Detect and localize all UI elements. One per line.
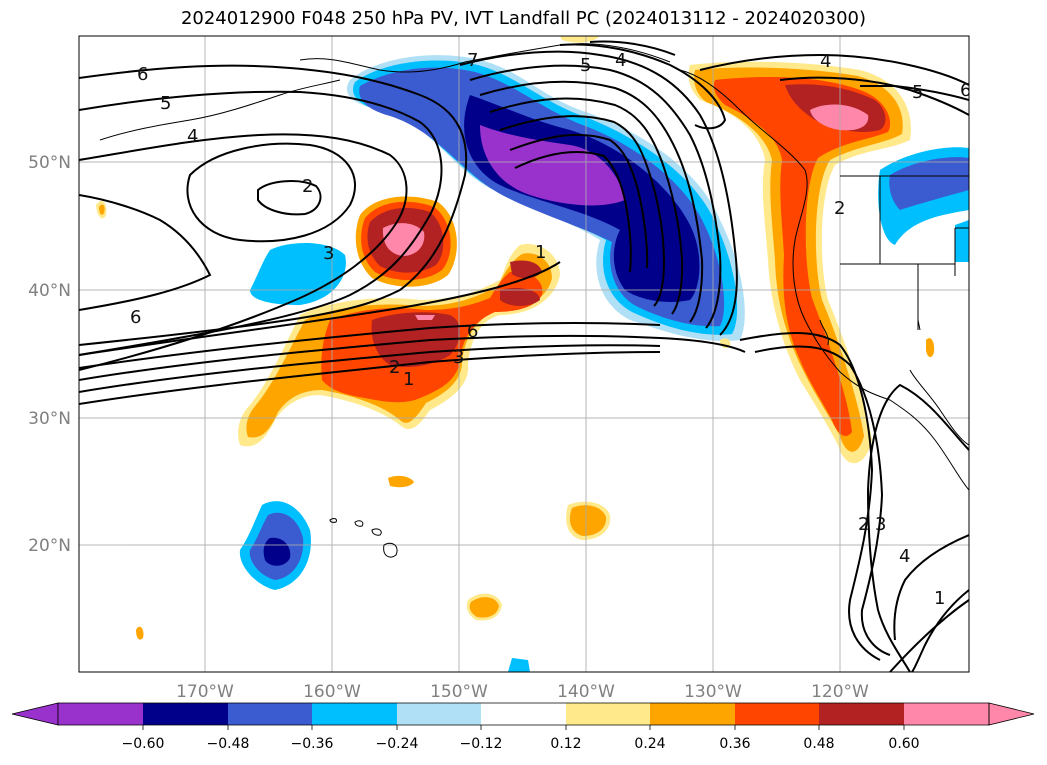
- contour-label: 2: [389, 357, 400, 378]
- lat-label-50n: 50°N: [28, 153, 71, 173]
- colorbar-segment: [312, 703, 397, 725]
- latitude-labels: 50°N 40°N 30°N 20°N: [28, 153, 71, 556]
- colorbar-segment: [228, 703, 312, 725]
- longitude-labels: 170°W 160°W 150°W 140°W 130°W 120°W: [176, 682, 869, 702]
- contour-label: 2: [302, 176, 313, 197]
- contour-label: 4: [820, 51, 831, 72]
- colorbar-segment: [397, 703, 481, 725]
- contour-label: 5: [912, 82, 923, 103]
- contour-label: 5: [160, 93, 171, 114]
- lat-label-40n: 40°N: [28, 281, 71, 301]
- colorbar-segment: [650, 703, 735, 725]
- lon-label-120w: 120°W: [811, 682, 869, 702]
- colorbar-segment: [481, 703, 566, 725]
- colorbar-extend-right: [988, 702, 1035, 726]
- contour-label: 6: [960, 80, 971, 101]
- colorbar-outline: [57, 702, 990, 726]
- contour-labels: 6 5 4 2 3 7 5 4 6 3 2 1 1 6 4 5 6 2 3 4 …: [130, 50, 971, 609]
- colorbar-tick-label: −0.24: [376, 736, 419, 752]
- contour-label: 1: [403, 369, 414, 390]
- colorbar-segment: [735, 703, 819, 725]
- contour-label: 2: [834, 198, 845, 219]
- map-frame: [78, 35, 970, 673]
- lon-label-150w: 150°W: [430, 682, 488, 702]
- lon-label-140w: 140°W: [557, 682, 615, 702]
- contour-label: 3: [453, 347, 464, 368]
- colorbar-tick-label: −0.60: [122, 736, 165, 752]
- colorbar-segment: [143, 703, 228, 725]
- colorbar-tick-label: 0.24: [634, 736, 665, 752]
- coastlines: [99, 43, 969, 491]
- contour-label: 6: [137, 64, 148, 85]
- lon-label-170w: 170°W: [176, 682, 234, 702]
- colorbar-segment: [58, 703, 143, 725]
- colorbar-tick-label: 0.36: [719, 736, 750, 752]
- contour-label: 4: [615, 50, 626, 71]
- colorbar-tick-label: −0.12: [460, 736, 503, 752]
- colorbar-tick-label: 0.12: [550, 736, 581, 752]
- contour-label: 7: [467, 50, 478, 71]
- colorbar-tick-label: 0.48: [803, 736, 834, 752]
- colorbar-ticks: [142, 725, 905, 730]
- pv-contours: [79, 40, 969, 672]
- map-plot-area: 6 5 4 2 3 7 5 4 6 3 2 1 1 6 4 5 6 2 3 4 …: [79, 36, 971, 672]
- contour-label: 3: [875, 514, 886, 535]
- hawaiian-islands: [329, 518, 398, 558]
- contour-label: 6: [130, 307, 141, 328]
- colorbar: −0.60 −0.48 −0.36 −0.24 −0.12 0.12 0.24 …: [11, 702, 1035, 752]
- lon-label-160w: 160°W: [303, 682, 361, 702]
- colorbar-tick-label: −0.48: [207, 736, 250, 752]
- contour-label: 4: [899, 546, 910, 567]
- contour-label: 1: [934, 588, 945, 609]
- map-title: 2024012900 F048 250 hPa PV, IVT Landfall…: [180, 8, 867, 29]
- colorbar-segment: [819, 703, 904, 725]
- colorbar-segment: [566, 703, 650, 725]
- lon-label-130w: 130°W: [684, 682, 742, 702]
- negative-shading: [239, 55, 969, 672]
- contour-label: 5: [580, 55, 591, 76]
- lat-label-20n: 20°N: [28, 536, 71, 556]
- colorbar-segment: [904, 703, 989, 725]
- contour-label: 3: [323, 243, 334, 264]
- colorbar-extend-left: [11, 702, 59, 726]
- contour-label: 2: [858, 514, 869, 535]
- contour-label: 1: [535, 242, 546, 263]
- colorbar-tick-label: 0.60: [888, 736, 919, 752]
- lat-label-30n: 30°N: [28, 409, 71, 429]
- contour-label: 6: [467, 321, 478, 342]
- colorbar-tick-label: −0.36: [291, 736, 334, 752]
- contour-label: 4: [187, 126, 198, 147]
